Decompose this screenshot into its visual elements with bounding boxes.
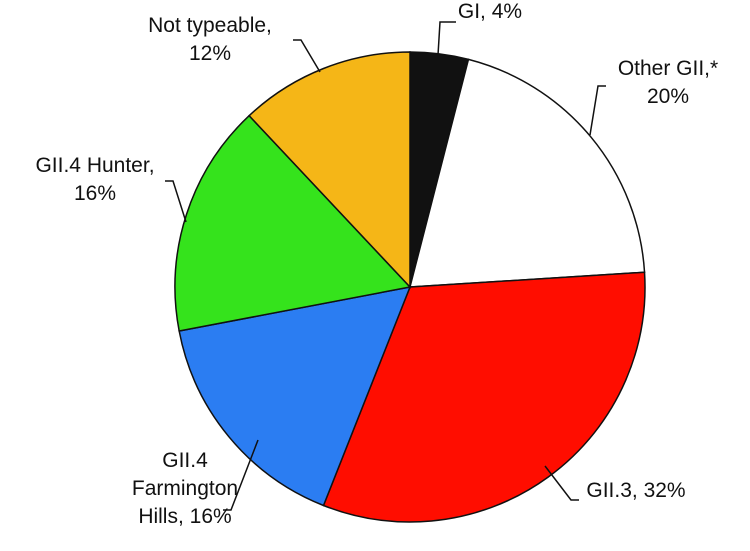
slice-label: GII.4 Farmington Hills, 16% bbox=[132, 449, 238, 528]
label-line: 12% bbox=[189, 42, 231, 65]
pie-slice bbox=[248, 51, 411, 289]
slice-label: Not typeable, 12% bbox=[148, 14, 272, 65]
pie-slice bbox=[409, 58, 646, 288]
label-line: Hills, 16% bbox=[138, 505, 231, 528]
slice-label: Other GII,* 20% bbox=[618, 57, 718, 108]
leader-line bbox=[589, 85, 606, 136]
label-line: Farmington bbox=[132, 477, 238, 500]
pie-slice bbox=[322, 271, 646, 523]
leader-line bbox=[437, 21, 456, 56]
label-line: Not typeable, bbox=[148, 14, 272, 37]
label-line: 20% bbox=[647, 85, 689, 108]
slice-label: GII.3, 32% bbox=[586, 479, 685, 502]
pie-slice bbox=[178, 286, 412, 507]
leader-line bbox=[165, 180, 187, 223]
label-line: GII.4 Hunter, bbox=[35, 154, 154, 177]
pie-slice bbox=[174, 114, 412, 332]
leader-line bbox=[544, 465, 579, 501]
label-line: GII.4 bbox=[162, 449, 208, 472]
slice-label: GII.4 Hunter, 16% bbox=[35, 154, 154, 205]
label-line: 16% bbox=[74, 182, 116, 205]
label-line: GII.3, 32% bbox=[586, 479, 685, 502]
label-line: GI, 4% bbox=[458, 0, 522, 23]
leader-line bbox=[293, 39, 321, 73]
slice-label: GI, 4% bbox=[458, 0, 522, 23]
label-line: Other GII,* bbox=[618, 57, 718, 80]
leader-line bbox=[223, 439, 259, 511]
